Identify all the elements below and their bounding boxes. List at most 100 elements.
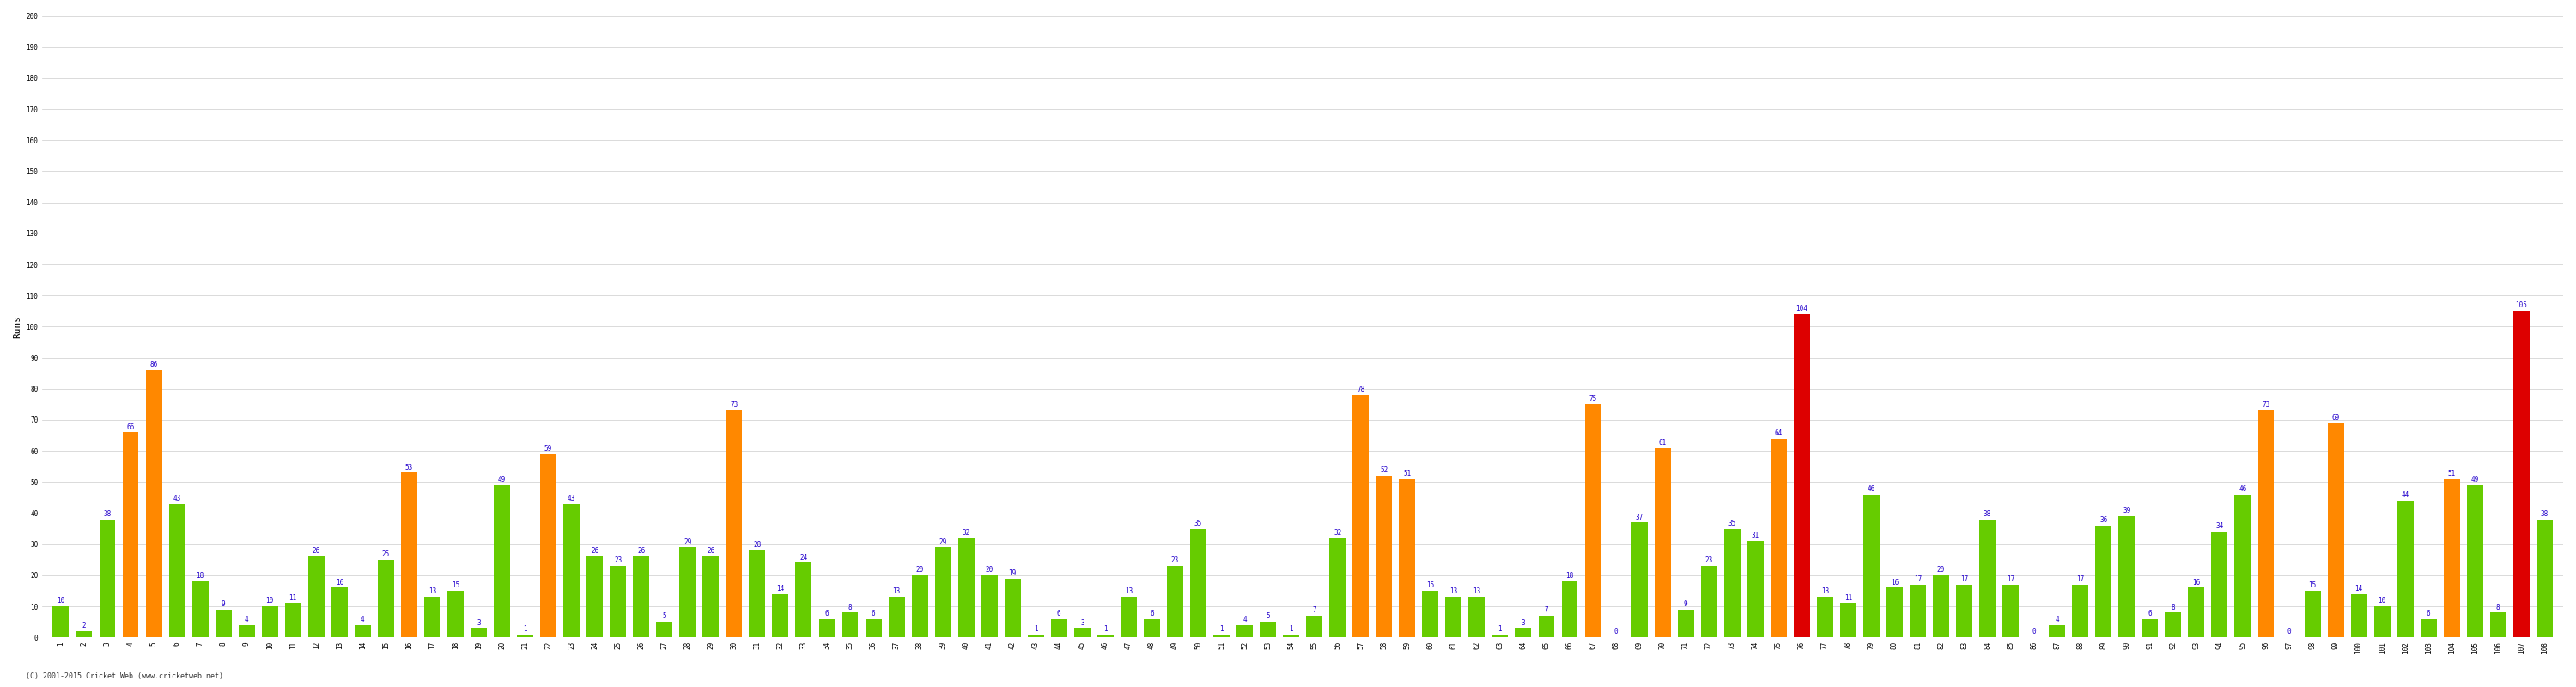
- Text: 5: 5: [1265, 613, 1270, 620]
- Text: (C) 2001-2015 Cricket Web (www.cricketweb.net): (C) 2001-2015 Cricket Web (www.cricketwe…: [26, 673, 224, 680]
- Text: 104: 104: [1795, 305, 1808, 313]
- Bar: [2117, 516, 2136, 638]
- Bar: [2491, 613, 2506, 638]
- Text: 61: 61: [1659, 438, 1667, 447]
- Bar: [2071, 585, 2089, 638]
- Text: 17: 17: [1960, 575, 1968, 583]
- Text: 31: 31: [1752, 532, 1759, 539]
- Bar: [634, 556, 649, 638]
- Bar: [2164, 613, 2182, 638]
- Text: 26: 26: [706, 548, 714, 555]
- Bar: [1816, 597, 1834, 638]
- Bar: [2002, 585, 2020, 638]
- Text: 13: 13: [1450, 588, 1458, 596]
- Bar: [1700, 566, 1718, 638]
- Text: 25: 25: [381, 550, 389, 558]
- Bar: [1422, 591, 1437, 638]
- Text: 20: 20: [987, 566, 994, 574]
- Bar: [1399, 479, 1414, 638]
- Bar: [1097, 634, 1113, 638]
- Bar: [842, 613, 858, 638]
- Text: 20: 20: [1937, 566, 1945, 574]
- Bar: [541, 454, 556, 638]
- Bar: [1074, 628, 1090, 638]
- Bar: [1839, 603, 1857, 638]
- Bar: [100, 519, 116, 638]
- Bar: [1213, 634, 1229, 638]
- Text: 7: 7: [1546, 607, 1548, 614]
- Bar: [2048, 625, 2066, 638]
- Bar: [2445, 479, 2460, 638]
- Bar: [750, 550, 765, 638]
- Bar: [425, 597, 440, 638]
- Text: 11: 11: [1844, 594, 1852, 602]
- Text: 39: 39: [2123, 507, 2130, 515]
- Text: 20: 20: [914, 566, 925, 574]
- Text: 18: 18: [1566, 572, 1574, 580]
- Bar: [2398, 501, 2414, 638]
- Bar: [240, 625, 255, 638]
- Bar: [2210, 532, 2228, 638]
- Bar: [1978, 519, 1996, 638]
- Text: 19: 19: [1010, 569, 1018, 577]
- Bar: [958, 538, 974, 638]
- Text: 13: 13: [891, 588, 902, 596]
- Text: 38: 38: [2540, 510, 2548, 518]
- Bar: [1862, 495, 1880, 638]
- Y-axis label: Runs: Runs: [13, 315, 21, 338]
- Text: 3: 3: [477, 619, 482, 627]
- Bar: [1329, 538, 1345, 638]
- Text: 8: 8: [848, 603, 853, 611]
- Text: 6: 6: [1149, 609, 1154, 617]
- Bar: [564, 504, 580, 638]
- Bar: [52, 607, 70, 638]
- Text: 38: 38: [1984, 510, 1991, 518]
- Bar: [170, 504, 185, 638]
- Bar: [2537, 519, 2553, 638]
- Bar: [2094, 526, 2112, 638]
- Text: 34: 34: [2215, 523, 2223, 530]
- Text: 38: 38: [103, 510, 111, 518]
- Bar: [680, 548, 696, 638]
- Bar: [1445, 597, 1461, 638]
- Bar: [309, 556, 325, 638]
- Bar: [1236, 625, 1252, 638]
- Text: 1: 1: [1033, 625, 1038, 633]
- Text: 13: 13: [1126, 588, 1133, 596]
- Bar: [587, 556, 603, 638]
- Bar: [866, 619, 881, 638]
- Text: 1: 1: [1103, 625, 1108, 633]
- Text: 15: 15: [1427, 581, 1435, 589]
- Text: 26: 26: [636, 548, 644, 555]
- Text: 86: 86: [149, 361, 157, 369]
- Bar: [703, 556, 719, 638]
- Text: 10: 10: [2378, 597, 2385, 605]
- Text: 69: 69: [2331, 414, 2339, 421]
- Text: 4: 4: [361, 616, 366, 623]
- Bar: [796, 563, 811, 638]
- Bar: [611, 566, 626, 638]
- Text: 9: 9: [222, 600, 224, 608]
- Bar: [2329, 423, 2344, 638]
- Text: 3: 3: [1079, 619, 1084, 627]
- Bar: [193, 581, 209, 638]
- Text: 4: 4: [245, 616, 247, 623]
- Text: 15: 15: [451, 581, 459, 589]
- Text: 6: 6: [2427, 609, 2432, 617]
- Bar: [355, 625, 371, 638]
- Bar: [935, 548, 951, 638]
- Text: 6: 6: [2148, 609, 2151, 617]
- Text: 17: 17: [2076, 575, 2084, 583]
- Bar: [1793, 314, 1811, 638]
- Text: 6: 6: [871, 609, 876, 617]
- Text: 16: 16: [335, 578, 343, 586]
- Text: 7: 7: [1311, 607, 1316, 614]
- Text: 14: 14: [2354, 585, 2362, 592]
- Text: 75: 75: [1589, 395, 1597, 403]
- Text: 51: 51: [2447, 470, 2455, 477]
- Text: 32: 32: [1334, 529, 1342, 537]
- Bar: [1051, 619, 1066, 638]
- Bar: [1886, 587, 1904, 638]
- Text: 0: 0: [2032, 628, 2035, 636]
- Text: 35: 35: [1728, 519, 1736, 527]
